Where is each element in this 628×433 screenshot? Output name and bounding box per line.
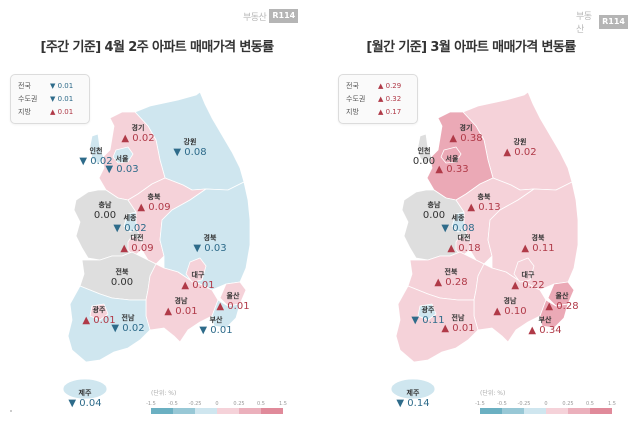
summary-row-capital: 수도권 ▼ 0.01 <box>18 93 82 106</box>
region-seoul <box>440 146 462 164</box>
region-sejong <box>123 211 137 233</box>
label-gangwon: 강원 ▼ 0.08 <box>173 138 207 158</box>
monthly-scale-ticks: -1.5 -0.5 -0.25 0 0.25 0.5 1.5 <box>475 401 616 407</box>
label-chungnam: 충남 0.00 <box>93 201 117 221</box>
label-gyeonggi: 경기 ▲ 0.38 <box>449 124 483 144</box>
summary-value: ▼ 0.01 <box>50 95 74 103</box>
label-chungbuk: 충북 ▲ 0.13 <box>467 193 501 213</box>
label-gwangju: 광주 ▼ 0.11 <box>411 306 445 326</box>
label-ulsan: 울산 ▲ 0.28 <box>545 292 579 312</box>
region-busan <box>539 299 569 329</box>
label-busan: 부산 ▲ 0.34 <box>528 316 562 336</box>
region-jeonnam <box>67 285 151 363</box>
label-gyeongbuk: 경북 ▼ 0.03 <box>193 234 227 254</box>
brand-text: 부동산 <box>243 12 267 23</box>
label-gyeongnam: 경남 ▲ 0.01 <box>164 297 198 317</box>
weekly-korea-map <box>62 91 251 400</box>
weekly-panel: 부동산 R114 [주간 기준] 4월 2주 아파트 매매가격 변동률 전국 ▼… <box>10 9 299 414</box>
weekly-summary-box: 전국 ▼ 0.01 수도권 ▼ 0.01 지방 ▲ 0.01 <box>10 74 90 124</box>
brand-logo: 부동산 R114 <box>576 9 628 35</box>
label-daegu: 대구 ▲ 0.22 <box>511 271 545 291</box>
monthly-panel: 부동산 R114 [월간 기준] 3월 아파트 매매가격 변동률 전국 ▲ 0.… <box>314 0 628 433</box>
region-incheon <box>89 133 105 165</box>
label-incheon: 인천 ▼ 0.02 <box>79 147 113 167</box>
label-daejeon: 대전 ▲ 0.09 <box>120 234 154 254</box>
summary-label: 전국 <box>346 82 359 90</box>
label-jeonbuk: 전북 ▲ 0.28 <box>434 268 468 288</box>
monthly-color-scale <box>480 408 612 414</box>
label-sejong: 세종 ▼ 0.02 <box>113 214 147 234</box>
brand-box: R114 <box>599 15 628 29</box>
brand-logo: 부동산 R114 <box>243 9 299 23</box>
summary-value: ▼ 0.01 <box>50 82 74 90</box>
label-gwangju: 광주 ▲ 0.01 <box>82 306 116 326</box>
summary-label: 지방 <box>18 108 31 116</box>
label-gangwon: 강원 ▲ 0.02 <box>503 138 537 158</box>
label-daejeon: 대전 ▲ 0.18 <box>447 234 481 254</box>
region-sejong <box>451 211 465 233</box>
region-seoul <box>112 146 134 164</box>
weekly-title: [주간 기준] 4월 2주 아파트 매매가격 변동률 <box>40 40 274 55</box>
label-gyeongbuk: 경북 ▲ 0.11 <box>521 234 555 254</box>
monthly-unit-label: (단위: %) <box>480 390 506 397</box>
region-incheon <box>417 133 433 165</box>
summary-row-national: 전국 ▲ 0.29 <box>346 80 410 93</box>
summary-value: ▲ 0.17 <box>378 108 402 116</box>
stray-dot <box>10 410 12 412</box>
summary-row-regional: 지방 ▲ 0.01 <box>18 106 82 119</box>
region-daegu <box>513 257 535 283</box>
label-jeju: 제주 ▼ 0.14 <box>396 389 430 409</box>
label-incheon: 인천 0.00 <box>412 147 436 167</box>
region-jeonnam <box>395 285 479 363</box>
weekly-color-scale <box>151 408 283 414</box>
region-jeju <box>390 378 436 400</box>
label-chungnam: 충남 0.00 <box>422 201 446 221</box>
monthly-korea-map <box>390 91 579 400</box>
label-seoul: 서울 ▲ 0.33 <box>435 155 469 175</box>
summary-value: ▲ 0.29 <box>378 82 402 90</box>
summary-value: ▲ 0.32 <box>378 95 402 103</box>
label-sejong: 세종 ▼ 0.08 <box>441 214 475 234</box>
monthly-summary-box: 전국 ▲ 0.29 수도권 ▲ 0.32 지방 ▲ 0.17 <box>338 74 418 124</box>
region-daegu <box>185 257 207 283</box>
label-ulsan: 울산 ▲ 0.01 <box>216 292 250 312</box>
monthly-title: [월간 기준] 3월 아파트 매매가격 변동률 <box>366 40 576 55</box>
summary-row-capital: 수도권 ▲ 0.32 <box>346 93 410 106</box>
region-busan <box>211 299 241 329</box>
label-gyeongnam: 경남 ▲ 0.10 <box>493 297 527 317</box>
weekly-unit-label: (단위: %) <box>151 390 177 397</box>
label-jeonnam: 전남 ▼ 0.02 <box>111 314 145 334</box>
summary-label: 지방 <box>346 108 359 116</box>
label-jeonnam: 전남 ▲ 0.01 <box>441 314 475 334</box>
summary-row-regional: 지방 ▲ 0.17 <box>346 106 410 119</box>
summary-row-national: 전국 ▼ 0.01 <box>18 80 82 93</box>
summary-label: 수도권 <box>18 95 38 103</box>
label-busan: 부산 ▼ 0.01 <box>199 316 233 336</box>
brand-box: R114 <box>269 9 299 23</box>
summary-value: ▲ 0.01 <box>50 108 74 116</box>
label-jeju: 제주 ▼ 0.04 <box>68 389 102 409</box>
label-jeonbuk: 전북 0.00 <box>110 268 134 288</box>
summary-label: 전국 <box>18 82 31 90</box>
label-seoul: 서울 ▼ 0.03 <box>105 155 139 175</box>
region-gwangju <box>89 303 109 321</box>
summary-label: 수도권 <box>346 95 366 103</box>
brand-text: 부동산 <box>576 12 592 35</box>
region-gwangju <box>417 303 437 321</box>
weekly-scale-ticks: -1.5 -0.5 -0.25 0 0.25 0.5 1.5 <box>146 401 287 407</box>
label-daegu: 대구 ▲ 0.01 <box>181 271 215 291</box>
region-jeju <box>62 378 108 400</box>
label-gyeonggi: 경기 ▲ 0.02 <box>121 124 155 144</box>
label-chungbuk: 충북 ▲ 0.09 <box>137 193 171 213</box>
